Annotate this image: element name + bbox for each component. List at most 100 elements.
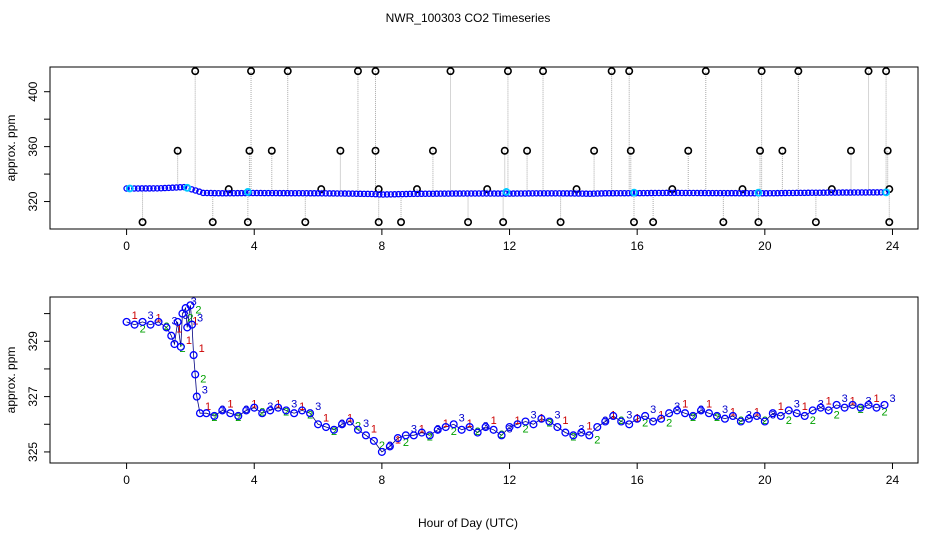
top-baseline-point — [448, 190, 456, 197]
bottom-marker-label: 3 — [387, 440, 393, 452]
bottom-data-point — [393, 434, 402, 443]
top-baseline-point — [402, 190, 410, 198]
bottom-marker-label: 2 — [451, 426, 457, 438]
top-baseline-point — [824, 189, 831, 196]
bottom-marker-label: 1 — [192, 315, 198, 327]
bottom-data-point — [465, 422, 474, 432]
bottom-data-point — [577, 428, 586, 437]
bottom-data-point — [377, 447, 386, 456]
top-baseline-point — [552, 190, 559, 197]
top-baseline-point — [288, 189, 295, 197]
top-baseline-point — [310, 190, 318, 197]
top-spike-high-point — [247, 67, 256, 76]
bottom-marker-label: 2 — [307, 409, 313, 421]
bottom-x-tick-label: 8 — [379, 473, 386, 487]
top-baseline-point — [464, 190, 471, 197]
bottom-data-point — [345, 417, 355, 426]
bottom-marker-label: 3 — [483, 421, 489, 433]
top-spike-high-point — [191, 67, 200, 76]
top-baseline-point — [483, 190, 490, 197]
bottom-marker-label: 1 — [586, 421, 592, 433]
bottom-data-point — [146, 320, 155, 329]
top-spike-low-point — [811, 218, 820, 227]
top-y-tick-label: 360 — [26, 136, 40, 156]
top-spike-low-point — [754, 218, 763, 227]
top-baseline-point — [839, 189, 846, 196]
top-baseline-point — [521, 190, 529, 197]
top-baseline-point — [410, 190, 418, 198]
top-baseline-point — [682, 189, 689, 197]
bottom-data-point — [202, 409, 211, 418]
bottom-marker-label: 3 — [554, 410, 560, 422]
top-baseline-point — [850, 189, 858, 196]
bottom-data-point — [752, 411, 761, 421]
bottom-data-point — [306, 409, 315, 418]
bottom-marker-label: 3 — [650, 404, 656, 416]
top-plot-frame — [49, 66, 919, 230]
top-baseline-point — [460, 190, 467, 197]
bottom-data-point — [425, 431, 434, 440]
bottom-marker-label: 1 — [186, 335, 192, 347]
top-baseline-point — [586, 190, 594, 197]
top-spike-low-point — [629, 218, 638, 227]
top-spike-mid-point — [883, 146, 892, 155]
bottom-marker-label: 2 — [140, 324, 146, 336]
bottom-data-point — [274, 403, 283, 412]
top-baseline-point — [153, 185, 161, 192]
bottom-data-point — [258, 409, 267, 418]
top-baseline-point — [222, 190, 230, 197]
bottom-marker-label: 3 — [435, 423, 441, 435]
top-x-tick-label: 24 — [886, 239, 900, 253]
bottom-data-point — [191, 370, 200, 379]
bottom-data-point — [736, 417, 745, 426]
bottom-data-point — [122, 317, 131, 326]
top-baseline-point — [705, 189, 712, 197]
bottom-y-tick-label: 327 — [26, 386, 40, 406]
top-spike-mid-point — [756, 146, 765, 155]
bottom-marker-label: 3 — [339, 418, 345, 430]
top-baseline-point — [215, 189, 222, 197]
bottom-marker-label: 2 — [594, 434, 600, 446]
top-highlight-point — [502, 188, 511, 196]
top-baseline-point — [540, 190, 548, 197]
top-baseline-point — [345, 190, 352, 197]
top-baseline-point — [161, 184, 169, 192]
top-baseline-point — [245, 189, 253, 197]
top-spike-low-point — [556, 218, 565, 227]
bottom-marker-label: 2 — [810, 415, 816, 427]
bottom-marker-label: 1 — [826, 396, 832, 408]
top-spike-mid-point — [371, 146, 380, 155]
top-baseline-point — [303, 190, 310, 197]
bottom-data-point — [337, 420, 347, 429]
bottom-data-point — [872, 403, 881, 412]
bottom-data-point — [776, 411, 785, 421]
bottom-data-point — [593, 422, 602, 432]
bottom-marker-label: 2 — [786, 415, 792, 427]
top-baseline-point — [207, 189, 215, 197]
top-spike-low-point — [208, 218, 217, 227]
bottom-marker-label: 1 — [634, 412, 640, 424]
bottom-marker-label: 1 — [371, 423, 377, 435]
bottom-marker-label: 3 — [315, 401, 321, 413]
bottom-data-point — [633, 414, 642, 423]
top-baseline-point — [655, 189, 663, 197]
top-baseline-point — [816, 189, 823, 196]
bottom-marker-label: 1 — [538, 412, 544, 424]
bottom-data-point — [856, 403, 865, 412]
bottom-data-point — [768, 409, 777, 418]
bottom-marker-label: 1 — [227, 398, 233, 410]
bottom-data-point — [808, 406, 817, 415]
top-spike-low-point — [243, 218, 252, 227]
bottom-data-point — [154, 317, 163, 326]
top-baseline-point — [456, 190, 463, 197]
top-baseline-point — [766, 189, 774, 197]
top-baseline-point — [429, 190, 437, 197]
top-axes: 0 4 8 12 16 20 24 320 360 400 — [26, 81, 899, 253]
bottom-data-point — [250, 403, 259, 412]
bottom-marker-label: 2 — [259, 407, 265, 419]
top-baseline-point — [594, 190, 601, 197]
chart-title: NWR_100303 CO2 Timeseries — [386, 11, 551, 25]
bottom-marker-label: 1 — [778, 401, 784, 413]
top-baseline-point — [261, 189, 268, 197]
